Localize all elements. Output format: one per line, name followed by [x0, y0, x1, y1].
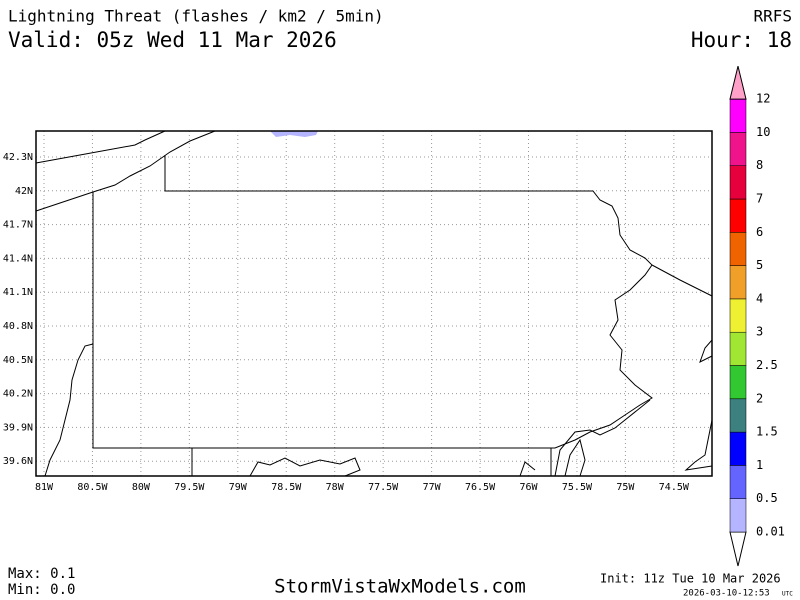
forecast-hour: Hour: 18	[691, 28, 792, 52]
latitude-label: 40.8N	[3, 321, 33, 332]
longitude-label: 80W	[132, 482, 151, 493]
timestamp-unit: UTC	[782, 591, 793, 598]
coastline	[519, 461, 536, 477]
site-name: StormVistaWxModels.com	[274, 576, 526, 598]
colorbar-segment	[729, 132, 747, 166]
longitude-label: 77W	[423, 482, 442, 493]
valid-time: Valid: 05z Wed 11 Mar 2026	[8, 28, 337, 52]
colorbar-segment	[729, 265, 747, 300]
colorbar-segment	[729, 298, 747, 333]
init-time: Init: 11z Tue 10 Mar 2026	[600, 572, 781, 586]
latitude-label: 41.1N	[3, 287, 33, 298]
latitude-label: 41.4N	[3, 253, 33, 264]
colorbar-label: 3	[756, 325, 763, 339]
colorbar-label: 1.5	[756, 425, 778, 439]
colorbar-label: 4	[756, 291, 763, 305]
longitude-label: 74.5W	[659, 482, 690, 493]
timestamp: 2026-03-10-12:53	[683, 589, 770, 599]
latitude-label: 40.2N	[3, 389, 33, 400]
colorbar-segment	[729, 165, 747, 200]
colorbar: 0.01 0.5 1 1.5 2 2.5 3 4 5 6 7 8 10 12	[729, 65, 785, 567]
min-value: Min: 0.0	[8, 582, 75, 598]
colorbar-segment	[729, 198, 747, 233]
state-border	[92, 155, 653, 449]
longitude-label: 79.5W	[174, 482, 205, 493]
longitude-label: 75.5W	[562, 482, 593, 493]
longitude-label: 77.5W	[368, 482, 399, 493]
coastline	[564, 438, 586, 477]
colorbar-label: 7	[756, 192, 763, 206]
longitude-label: 79W	[229, 482, 248, 493]
colorbar-segment	[729, 398, 747, 433]
longitude-label: 78.5W	[271, 482, 302, 493]
model-name: RRFS	[753, 7, 792, 26]
longitude-label: 76W	[519, 482, 538, 493]
latitude-label: 39.6N	[3, 456, 33, 467]
colorbar-cap	[729, 65, 747, 100]
colorbar-segment	[729, 365, 747, 400]
latitude-label: 39.9N	[3, 422, 33, 433]
longitude-label: 78W	[326, 482, 345, 493]
latitude-label: 42.3N	[3, 152, 33, 163]
coastline	[554, 399, 651, 477]
borders	[35, 130, 713, 477]
border-line	[35, 130, 166, 164]
colorbar-segment	[729, 498, 747, 533]
longitude-label: 75W	[616, 482, 635, 493]
colorbar-segment	[729, 331, 747, 366]
colorbar-segment	[729, 431, 747, 466]
colorbar-cap	[729, 531, 747, 567]
colorbar-segment	[729, 465, 747, 499]
colorbar-label: 5	[756, 258, 763, 272]
colorbar-label: 2.5	[756, 358, 778, 372]
colorbar-label: 1	[756, 458, 763, 472]
colorbar-label: 10	[756, 125, 770, 139]
state-border	[651, 264, 713, 297]
coastline	[699, 339, 713, 364]
colorbar-segment	[729, 232, 747, 266]
colorbar-label: 8	[756, 158, 763, 172]
map-frame	[35, 130, 713, 477]
colorbar-label: 0.01	[756, 525, 785, 539]
longitude-label: 80.5W	[77, 482, 108, 493]
latitude-label: 40.5N	[3, 355, 33, 366]
coastline	[249, 457, 361, 477]
coastline	[684, 419, 713, 471]
colorbar-label: 0.5	[756, 491, 778, 505]
lightning-area	[270, 131, 318, 137]
colorbar-label: 6	[756, 225, 763, 239]
colorbar-segment	[729, 98, 747, 133]
latitude-label: 41.7N	[3, 220, 33, 231]
colorbar-label: 12	[756, 92, 770, 106]
max-value: Max: 0.1	[8, 566, 75, 582]
title: Lightning Threat (flashes / km2 / 5min)	[8, 7, 384, 26]
longitude-label: 76.5W	[465, 482, 496, 493]
longitude-label: 81W	[35, 482, 54, 493]
grid	[36, 131, 712, 476]
latitude-label: 42N	[15, 186, 33, 197]
shoreline	[35, 130, 216, 212]
colorbar-label: 2	[756, 391, 763, 405]
river	[44, 343, 94, 477]
